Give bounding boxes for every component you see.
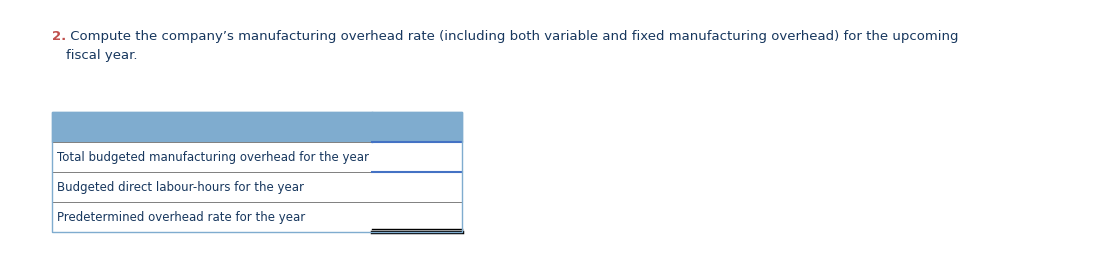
Bar [51, 202, 372, 232]
Bar [372, 172, 462, 202]
Bar [372, 202, 462, 232]
Text: Compute the company’s manufacturing overhead rate (including both variable and f: Compute the company’s manufacturing over… [66, 30, 958, 62]
Text: Total budgeted manufacturing overhead for the year: Total budgeted manufacturing overhead fo… [57, 150, 369, 163]
Text: Predetermined overhead rate for the year: Predetermined overhead rate for the year [57, 211, 306, 224]
Text: Budgeted direct labour-hours for the year: Budgeted direct labour-hours for the yea… [57, 181, 304, 193]
Bar [51, 112, 462, 232]
Text: 2.: 2. [51, 30, 67, 43]
Bar [51, 142, 372, 172]
Bar [372, 142, 462, 172]
Bar [51, 172, 372, 202]
Bar [51, 112, 462, 142]
